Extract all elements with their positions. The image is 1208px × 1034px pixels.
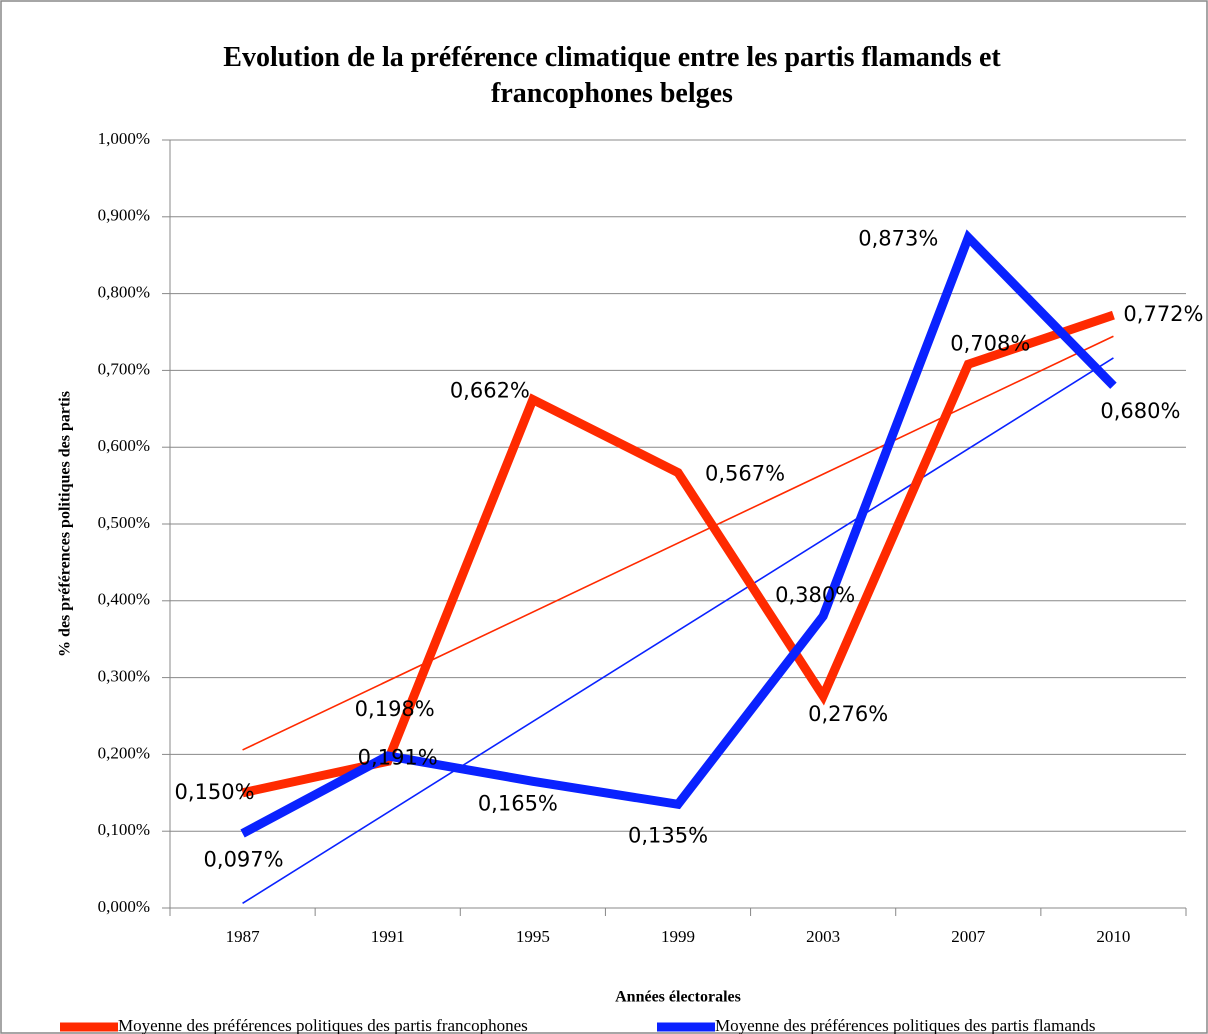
data-label: 0,873% bbox=[858, 227, 938, 251]
series-line bbox=[241, 310, 1115, 798]
y-tick-label: 0,000% bbox=[98, 897, 150, 916]
trend-line bbox=[242, 335, 1114, 751]
data-label: 0,708% bbox=[950, 331, 1030, 355]
data-label: 0,150% bbox=[175, 780, 255, 804]
data-label: 0,097% bbox=[204, 848, 284, 872]
x-tick-label: 1999 bbox=[661, 927, 695, 946]
data-label: 0,276% bbox=[808, 702, 888, 726]
y-axis-label: % des préférences politiques des partis bbox=[57, 391, 74, 657]
x-tick-label: 1991 bbox=[371, 927, 405, 946]
legend-label: Moyenne des préférences politiques des p… bbox=[715, 1016, 1096, 1034]
data-label: 0,380% bbox=[775, 583, 855, 607]
y-tick-label: 0,800% bbox=[98, 283, 150, 302]
x-tick-label: 1995 bbox=[516, 927, 550, 946]
legend-label: Moyenne des préférences politiques des p… bbox=[118, 1016, 528, 1034]
data-label: 0,135% bbox=[628, 823, 708, 847]
x-tick-label: 2010 bbox=[1096, 927, 1130, 946]
x-tick-label: 2007 bbox=[951, 927, 986, 946]
series-line bbox=[240, 229, 1117, 838]
y-tick-label: 0,400% bbox=[98, 590, 150, 609]
chart-title: Evolution de la préférence climatique en… bbox=[223, 42, 1001, 109]
data-label: 0,165% bbox=[478, 791, 558, 815]
x-axis-label: Années électorales bbox=[615, 989, 741, 1006]
y-tick-label: 0,200% bbox=[98, 743, 150, 762]
x-tick-label: 1987 bbox=[226, 927, 261, 946]
data-label: 0,772% bbox=[1123, 302, 1203, 326]
y-tick-label: 0,600% bbox=[98, 436, 150, 455]
y-tick-label: 0,100% bbox=[98, 820, 150, 839]
data-label: 0,567% bbox=[705, 462, 785, 486]
data-label: 0,198% bbox=[355, 697, 435, 721]
data-label: 0,191% bbox=[358, 745, 438, 769]
y-tick-label: 0,300% bbox=[98, 667, 150, 686]
trend-line bbox=[242, 357, 1114, 905]
y-tick-label: 0,900% bbox=[98, 206, 150, 225]
y-tick-label: 0,700% bbox=[98, 359, 150, 378]
x-tick-label: 2003 bbox=[806, 927, 840, 946]
data-label: 0,680% bbox=[1100, 399, 1180, 423]
y-tick-label: 1,000% bbox=[98, 129, 150, 148]
data-label: 0,662% bbox=[450, 379, 530, 403]
y-tick-label: 0,500% bbox=[98, 513, 150, 532]
